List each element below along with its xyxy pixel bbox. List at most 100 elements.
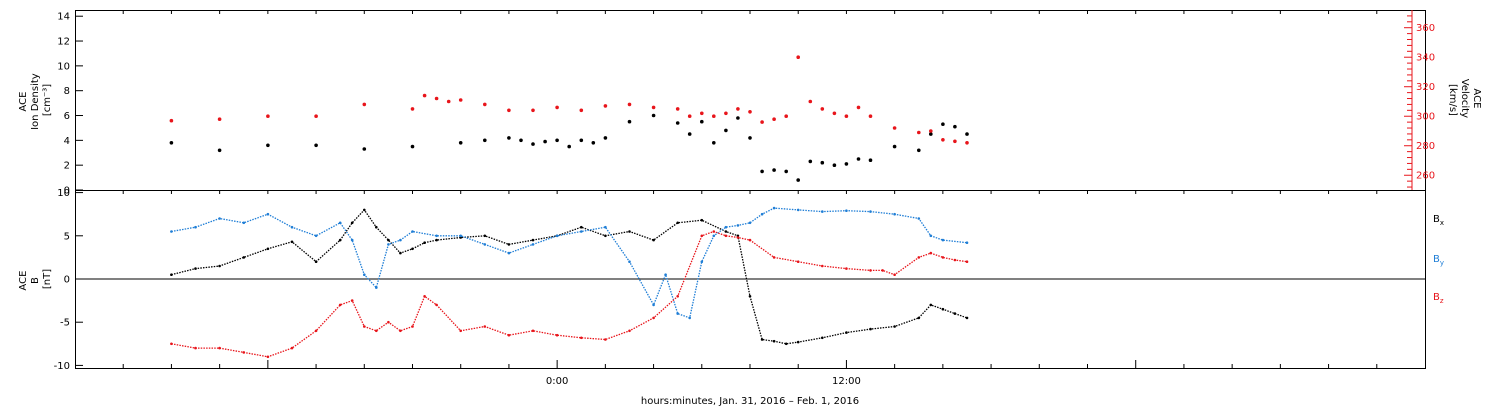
velocity-point	[458, 98, 463, 102]
bz-point	[676, 295, 679, 298]
bz-point	[772, 256, 776, 259]
bz-point	[700, 234, 704, 238]
velocity-point	[217, 117, 222, 121]
density-point	[832, 163, 837, 167]
bz-point	[796, 260, 800, 264]
velocity-point	[314, 114, 318, 118]
by-point	[375, 286, 378, 289]
bx-point	[929, 303, 933, 307]
by-point	[290, 225, 294, 229]
by-point	[893, 212, 896, 216]
density-tick-label: 8	[64, 86, 70, 97]
bz-point	[712, 230, 716, 233]
bx-point	[350, 221, 354, 225]
density-point	[591, 141, 596, 145]
by-point	[411, 230, 414, 233]
velocity-point	[772, 117, 776, 121]
density-point	[531, 142, 535, 146]
velocity-point	[446, 99, 451, 104]
by-point	[435, 234, 438, 238]
density-point	[675, 121, 680, 125]
x-tick-label: 12:00	[832, 376, 861, 387]
bz-point	[917, 256, 921, 259]
bz-point	[869, 269, 872, 272]
bz-point	[363, 325, 366, 328]
legend-bz: Bz	[1433, 292, 1444, 305]
density-point	[868, 158, 873, 162]
bz-point	[218, 346, 221, 350]
velocity-point	[266, 114, 270, 118]
velocity-axis-title: ACE Velocity [km/s]	[1447, 79, 1482, 121]
bx-point	[869, 327, 872, 331]
bz-point	[965, 260, 969, 264]
bz-point	[459, 329, 463, 333]
bz-point	[628, 329, 631, 333]
legend-by: By	[1433, 254, 1444, 267]
density-point	[820, 160, 825, 165]
bz-point	[242, 351, 246, 354]
density-point	[687, 132, 692, 136]
density-point	[856, 157, 861, 161]
velocity-point	[953, 139, 957, 144]
bz-point	[170, 342, 173, 346]
velocity-point	[687, 114, 692, 118]
by-point	[652, 303, 655, 307]
velocity-point	[627, 102, 632, 107]
bx-point	[700, 218, 704, 222]
bz-point	[375, 329, 378, 333]
density-point	[700, 119, 704, 124]
density-point	[362, 147, 367, 151]
velocity-point	[675, 107, 680, 111]
bx-point	[604, 234, 607, 238]
velocity-point	[748, 110, 752, 114]
density-point	[217, 148, 222, 153]
by-point	[760, 212, 764, 216]
density-point	[410, 144, 415, 149]
bx-point	[652, 238, 655, 242]
by-point	[194, 225, 197, 229]
velocity-point	[603, 104, 608, 108]
by-point	[628, 260, 631, 264]
density-point	[784, 169, 788, 174]
bx-point	[748, 295, 752, 298]
density-point	[314, 143, 318, 148]
velocity-point	[892, 126, 897, 130]
bz-point	[893, 273, 896, 277]
velocity-point	[929, 129, 933, 133]
bz-point	[821, 264, 824, 268]
by-point	[929, 234, 933, 238]
bz-point	[845, 267, 848, 270]
bx-point	[387, 238, 390, 242]
by-point	[748, 221, 752, 225]
bz-point	[338, 303, 342, 307]
bx-point	[242, 256, 246, 259]
velocity-point	[579, 108, 584, 113]
density-point	[844, 162, 849, 166]
by-point	[664, 273, 667, 277]
by-point	[796, 208, 800, 212]
bz-point	[387, 320, 390, 324]
velocity-point	[796, 55, 800, 59]
density-point	[603, 136, 608, 140]
density-tick-label: 6	[64, 111, 70, 122]
bx-point	[218, 264, 221, 268]
density-tick-label: 10	[57, 61, 70, 72]
density-point	[724, 128, 728, 133]
bz-point	[929, 251, 933, 255]
by-point	[604, 225, 607, 229]
bx-point	[338, 238, 342, 242]
magnetic-field-axis-title: ACE B [nT]	[18, 267, 53, 290]
bz-point	[194, 346, 197, 350]
bz-point	[736, 236, 740, 239]
density-tick-label: 14	[57, 12, 70, 23]
bz-point	[290, 346, 294, 350]
bx-point	[531, 238, 535, 242]
bz-point	[881, 269, 884, 272]
bz-point	[941, 256, 945, 259]
velocity-point	[784, 114, 788, 118]
top-panel-frame	[75, 10, 1426, 191]
velocity-point	[856, 105, 861, 110]
velocity-tick-label: 340	[1416, 53, 1435, 64]
density-point	[736, 116, 740, 120]
bx-point	[917, 316, 921, 320]
